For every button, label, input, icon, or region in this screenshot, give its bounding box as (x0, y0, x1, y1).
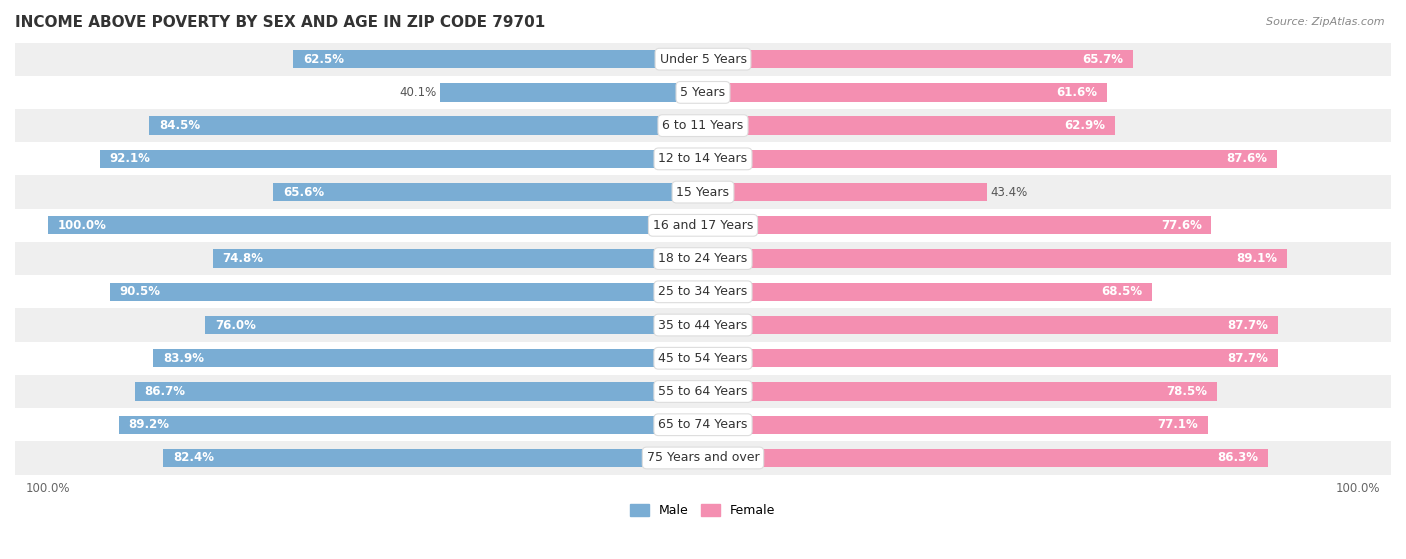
Text: 75 Years and over: 75 Years and over (647, 452, 759, 465)
Bar (703, 150, 1277, 168)
Text: 90.5%: 90.5% (120, 285, 160, 299)
Text: 84.5%: 84.5% (159, 119, 200, 132)
Bar (440, 83, 703, 102)
Legend: Male, Female: Male, Female (626, 499, 780, 522)
Text: 5 Years: 5 Years (681, 86, 725, 99)
Text: 35 to 44 Years: 35 to 44 Years (658, 319, 748, 331)
Text: 77.6%: 77.6% (1161, 219, 1202, 232)
Bar (273, 183, 703, 201)
Bar (15, 375, 1391, 408)
Bar (15, 109, 1391, 142)
Text: 16 and 17 Years: 16 and 17 Years (652, 219, 754, 232)
Text: 15 Years: 15 Years (676, 186, 730, 198)
Bar (703, 449, 1268, 467)
Text: 89.2%: 89.2% (128, 418, 169, 431)
Text: 87.6%: 87.6% (1226, 153, 1267, 165)
Bar (15, 76, 1391, 109)
Text: 87.7%: 87.7% (1227, 319, 1268, 331)
Text: 86.3%: 86.3% (1218, 452, 1258, 465)
Bar (205, 316, 703, 334)
Text: 87.7%: 87.7% (1227, 352, 1268, 365)
Text: 18 to 24 Years: 18 to 24 Years (658, 252, 748, 265)
Text: 61.6%: 61.6% (1056, 86, 1097, 99)
Text: 83.9%: 83.9% (163, 352, 204, 365)
Text: 45 to 54 Years: 45 to 54 Years (658, 352, 748, 365)
Text: 86.7%: 86.7% (145, 385, 186, 398)
Text: 6 to 11 Years: 6 to 11 Years (662, 119, 744, 132)
Bar (118, 415, 703, 434)
Bar (110, 283, 703, 301)
Bar (703, 415, 1208, 434)
Text: 92.1%: 92.1% (110, 153, 150, 165)
Bar (212, 249, 703, 268)
Bar (153, 349, 703, 367)
Bar (703, 83, 1107, 102)
Bar (15, 342, 1391, 375)
Text: 62.9%: 62.9% (1064, 119, 1105, 132)
Text: 12 to 14 Years: 12 to 14 Years (658, 153, 748, 165)
Bar (703, 283, 1152, 301)
Bar (703, 116, 1115, 135)
Bar (48, 216, 703, 234)
Text: 100.0%: 100.0% (58, 219, 107, 232)
Bar (703, 382, 1218, 401)
Text: Under 5 Years: Under 5 Years (659, 53, 747, 65)
Bar (100, 150, 703, 168)
Bar (703, 216, 1212, 234)
Text: 65 to 74 Years: 65 to 74 Years (658, 418, 748, 431)
Text: 40.1%: 40.1% (399, 86, 437, 99)
Bar (15, 209, 1391, 242)
Bar (135, 382, 703, 401)
Bar (15, 242, 1391, 275)
Text: 65.7%: 65.7% (1083, 53, 1123, 65)
Bar (703, 183, 987, 201)
Text: 25 to 34 Years: 25 to 34 Years (658, 285, 748, 299)
Text: 77.1%: 77.1% (1157, 418, 1198, 431)
Text: 65.6%: 65.6% (283, 186, 325, 198)
Text: Source: ZipAtlas.com: Source: ZipAtlas.com (1267, 17, 1385, 27)
Bar (703, 249, 1286, 268)
Bar (15, 275, 1391, 309)
Bar (703, 316, 1278, 334)
Bar (15, 142, 1391, 176)
Bar (15, 408, 1391, 442)
Text: 68.5%: 68.5% (1101, 285, 1142, 299)
Text: 82.4%: 82.4% (173, 452, 214, 465)
Bar (149, 116, 703, 135)
Bar (703, 50, 1133, 68)
Text: 55 to 64 Years: 55 to 64 Years (658, 385, 748, 398)
Text: 76.0%: 76.0% (215, 319, 256, 331)
Bar (15, 442, 1391, 475)
Bar (703, 349, 1278, 367)
Bar (15, 176, 1391, 209)
Text: 74.8%: 74.8% (222, 252, 264, 265)
Text: 43.4%: 43.4% (991, 186, 1028, 198)
Text: 89.1%: 89.1% (1236, 252, 1277, 265)
Text: 62.5%: 62.5% (304, 53, 344, 65)
Text: 78.5%: 78.5% (1167, 385, 1208, 398)
Bar (294, 50, 703, 68)
Bar (163, 449, 703, 467)
Bar (15, 309, 1391, 342)
Text: INCOME ABOVE POVERTY BY SEX AND AGE IN ZIP CODE 79701: INCOME ABOVE POVERTY BY SEX AND AGE IN Z… (15, 15, 546, 30)
Bar (15, 42, 1391, 76)
